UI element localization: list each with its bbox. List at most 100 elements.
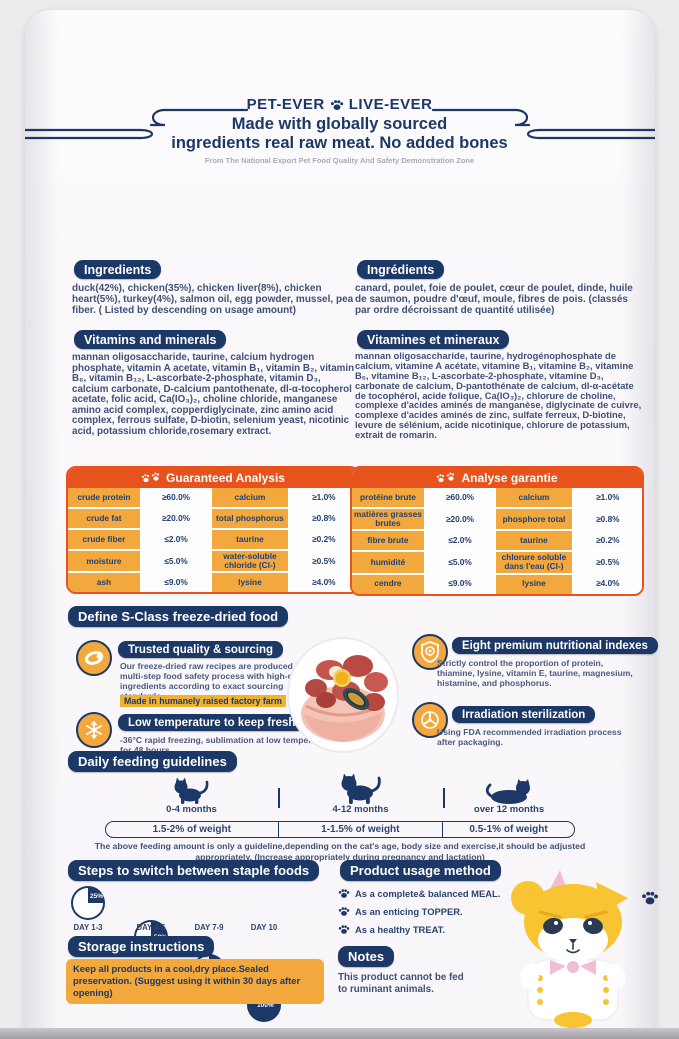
feature-trusted-highlight: Made in humanely raised factory farm (120, 695, 286, 707)
vitamins-fr-title-text: Vitamines et mineraux (367, 332, 500, 347)
analysis-cell: lysine (496, 574, 572, 594)
analysis-cell: ≥20.0% (425, 509, 495, 530)
senior-cat-icon (485, 779, 530, 804)
feature-irradiation-title: Irradiation sterilization (452, 706, 596, 723)
paw-icon (330, 99, 343, 110)
analysis-cell: ≤2.0% (425, 531, 495, 551)
analysis-cell: ≥0.2% (573, 531, 642, 551)
guaranteed-analysis-grid: crude protein ≥60.0% calcium ≥1.0% crude… (68, 488, 358, 593)
adult-cat-icon (341, 773, 381, 804)
ingredients-fr-title: Ingrédients (357, 260, 445, 279)
feature-lowtemp-title: Low temperature to keep fresh (118, 714, 306, 731)
guaranteed-analysis-table-en: Guaranteed Analysis crude protein ≥60.0%… (66, 466, 360, 595)
origin-subline: From The National Export Pet Food Qualit… (204, 156, 475, 165)
feeding-age-label: 4-12 months (332, 804, 389, 815)
paw-icon (338, 889, 350, 898)
analyse-garantie-grid: protéine brute ≥60.0% calcium ≥1.0% mati… (352, 488, 642, 594)
ingredients-en-body: duck(42%), chicken(35%), chicken liver(8… (72, 283, 354, 317)
ingredients-en-title-text: Ingredients (84, 262, 152, 277)
analysis-cell: ash (68, 573, 140, 593)
feeding-note-line1: The above feeding amount is only a guide… (94, 841, 586, 851)
paw-prints-icon (437, 472, 455, 483)
vitamins-fr-body: mannan oligosaccharide, taurine, hydrogé… (355, 350, 642, 440)
pie-day-label: DAY 4-6 (136, 923, 166, 932)
analysis-cell: fibre brute (352, 531, 424, 551)
feature-lowtemp-title-text: Low temperature to keep fresh (128, 716, 296, 729)
feeding-note-line2: appropriately. (Increase appropriately d… (195, 852, 485, 863)
analysis-cell: calcium (212, 488, 288, 507)
analysis-cell: taurine (496, 531, 572, 551)
ingredients-fr-body: canard, poulet, foie de poulet, cœur de … (355, 283, 633, 317)
pie-chart-day1-3: 25% (71, 886, 105, 920)
pie-day-label: DAY 7-9 (194, 923, 224, 932)
analysis-cell: crude protein (68, 488, 140, 507)
brand-right-text: LIVE-EVER (348, 96, 433, 113)
analysis-cell: crude fat (68, 509, 140, 528)
analysis-cell: ≥0.5% (289, 551, 358, 572)
analyse-garantie-header: Analyse garantie (352, 468, 642, 488)
switch-steps-title: Steps to switch between staple foods (68, 860, 320, 881)
feeding-age-label: over 12 months (473, 804, 545, 815)
guaranteed-analysis-title: Guaranteed Analysis (166, 471, 285, 485)
meat-icon (76, 640, 112, 676)
analysis-cell: ≥0.2% (289, 530, 358, 549)
analysis-cell: crude fiber (68, 530, 140, 549)
feature-lowtemp-body: -36°C rapid freezing, sublimation at low… (120, 735, 333, 755)
usage-item-topper: As an enticing TOPPER. (338, 906, 463, 917)
feature-indexes-title-text: Eight premium nutritional indexes (462, 639, 648, 652)
analysis-cell: ≥4.0% (289, 573, 358, 593)
guaranteed-analysis-table-fr: Analyse garantie protéine brute ≥60.0% c… (350, 466, 644, 596)
analysis-cell: ≥4.0% (573, 574, 642, 594)
vitamins-en-title: Vitamins and minerals (74, 330, 227, 349)
feeding-section-title: Daily feeding guidelines (68, 751, 237, 772)
snowflake-icon (76, 712, 112, 748)
feature-indexes-body: Strictly control the proportion of prote… (437, 658, 633, 689)
paw-prints-icon (141, 472, 160, 483)
define-section-title-text: Define S-Class freeze-dried food (78, 609, 279, 624)
switch-steps-title-text: Steps to switch between staple foods (78, 863, 310, 878)
brand-left-text: PET-EVER (246, 96, 325, 113)
tagline-line2: ingredients real raw meat. No added bone… (171, 134, 508, 152)
analysis-cell: calcium (496, 488, 572, 507)
analysis-cell: cendre (352, 574, 424, 594)
usage-title: Product usage method (340, 860, 501, 881)
analysis-cell: ≤9.0% (141, 573, 211, 593)
usage-item-meal: As a complete& balanced MEAL. (338, 888, 500, 899)
storage-title: Storage instructions (68, 936, 215, 957)
feature-irradiation-title-text: Irradiation sterilization (462, 708, 586, 721)
analysis-cell: ≤9.0% (425, 574, 495, 594)
feeding-age-label: 0-4 months (166, 804, 217, 815)
analysis-cell: ≥20.0% (141, 509, 211, 528)
paw-icon (338, 907, 350, 916)
usage-item-text: As a healthy TREAT. (355, 924, 445, 935)
tagline-line1: Made with globally sourced (231, 115, 448, 133)
pie-percent-label: 100% (257, 1002, 274, 1009)
feeding-amount-value: 1.5-2% of weight (152, 824, 231, 835)
analysis-cell: water-soluble chloride (Cl-) (212, 551, 288, 572)
usage-item-treat: As a healthy TREAT. (338, 924, 445, 935)
define-section-title: Define S-Class freeze-dried food (68, 606, 289, 627)
analysis-cell: ≤2.0% (141, 530, 211, 549)
radiation-icon (412, 702, 448, 738)
mascot-character (511, 870, 628, 1028)
usage-title-text: Product usage method (350, 863, 491, 878)
ingredients-fr-title-text: Ingrédients (367, 262, 435, 277)
feeding-amount-row: 1.5-2% of weight 1-1.5% of weight 0.5-1%… (105, 821, 575, 838)
ribbon-lines (25, 108, 655, 140)
feeding-note: The above feeding amount is only a guide… (75, 841, 605, 864)
feature-indexes-title: Eight premium nutritional indexes (452, 637, 658, 654)
analysis-cell: ≥60.0% (425, 488, 495, 507)
pie-percent-label: 25% (90, 893, 104, 900)
storage-title-text: Storage instructions (78, 939, 205, 954)
vitamins-en-body: mannan oligosaccharide, taurine, calcium… (72, 352, 355, 438)
analysis-cell: taurine (212, 530, 288, 549)
feature-trusted-title-text: Trusted quality & sourcing (128, 643, 274, 656)
raw-food-plate-image (287, 637, 399, 753)
feature-irradiation-body: Using FDA recommended irradiation proces… (437, 727, 622, 748)
analysis-cell: ≥1.0% (573, 488, 642, 507)
analysis-cell: total phosphorus (212, 509, 288, 528)
analysis-cell: ≥0.8% (573, 509, 642, 530)
analysis-cell: ≥0.5% (573, 552, 642, 573)
analysis-cell: matières grasses brutes (352, 509, 424, 530)
